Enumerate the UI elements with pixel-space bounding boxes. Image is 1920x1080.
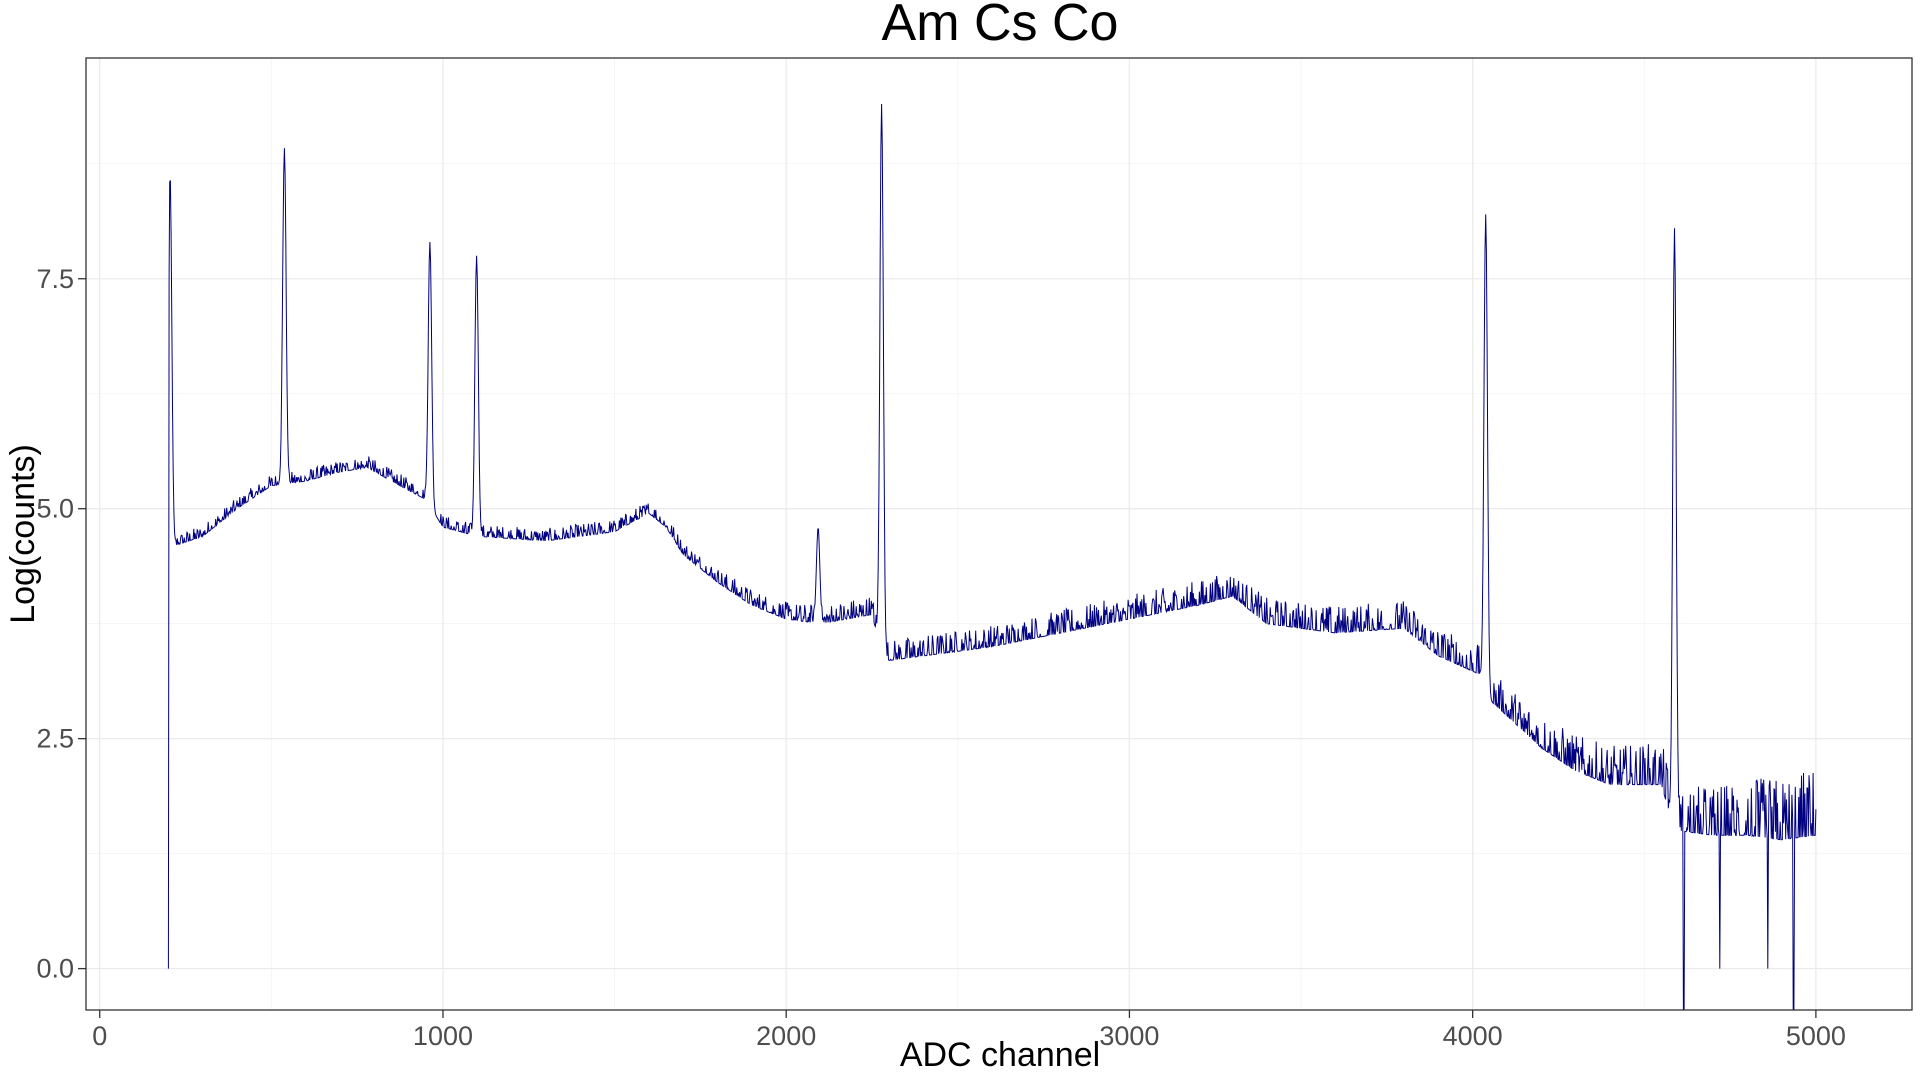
- x-tick-label: 0: [92, 1021, 107, 1051]
- y-axis: 0.0 2.5 5.0 7.5: [36, 264, 86, 984]
- y-tick-label: 7.5: [36, 264, 74, 294]
- x-tick-label: 1000: [413, 1021, 473, 1051]
- plot-area: [167, 103, 1817, 1011]
- minor-gridlines: [86, 58, 1912, 1010]
- spectrum-line: [167, 103, 1817, 1011]
- y-tick-label: 0.0: [36, 954, 74, 984]
- x-tick-label: 4000: [1443, 1021, 1503, 1051]
- x-tick-label: 3000: [1099, 1021, 1159, 1051]
- x-tick-label: 2000: [756, 1021, 816, 1051]
- y-tick-label: 2.5: [36, 724, 74, 754]
- major-gridlines: [86, 58, 1912, 1010]
- x-tick-label: 5000: [1786, 1021, 1846, 1051]
- x-axis-title: ADC channel: [900, 1036, 1100, 1074]
- chart-title: Am Cs Co: [882, 0, 1119, 52]
- y-tick-label: 5.0: [36, 494, 74, 524]
- x-axis: 0 1000 2000 3000 4000 5000: [92, 1010, 1846, 1051]
- y-axis-title: Log(counts): [4, 444, 42, 624]
- panel-border: [85, 57, 1913, 1011]
